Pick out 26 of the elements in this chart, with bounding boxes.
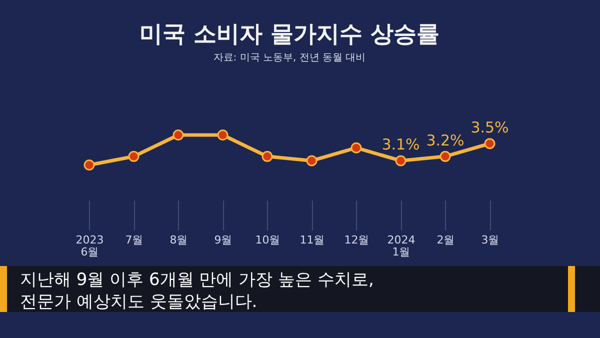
point (128, 150, 140, 162)
point (84, 160, 95, 170)
x-tick-label: 2023 6월 (76, 234, 104, 258)
data-label: 3.5% (470, 118, 509, 137)
point (306, 155, 318, 166)
point (484, 138, 496, 150)
chart-subtitle: 자료: 미국 노동부, 전년 동월 대비 (213, 52, 366, 64)
x-tick-label: 10월 (255, 234, 280, 246)
chart-title: 미국 소비자 물가지수 상승률 (139, 22, 440, 48)
text: 지난해 9월 이후 6개월 만에 가장 높은 수치로, 전문가 예상치도 웃돌았습니다. (0, 266, 600, 312)
x-tick-label: 2024 1월 (387, 234, 416, 258)
point (440, 150, 451, 162)
x-tick-label: 12월 (344, 234, 370, 246)
x-tick-label: 2월 (436, 234, 455, 246)
point (350, 142, 362, 154)
x-tick-label: 3월 (481, 234, 500, 246)
data-label: 3.1% (382, 136, 420, 154)
x-tick-label: 7월 (125, 234, 144, 246)
point (172, 130, 184, 140)
point (217, 130, 228, 140)
point (262, 150, 273, 162)
x-tick-label: 8월 (170, 234, 188, 246)
x-tick-label: 11월 (300, 234, 325, 246)
data-label: 3.2% (426, 131, 464, 150)
point (395, 155, 406, 166)
x-tick-label: 9월 (214, 234, 232, 246)
